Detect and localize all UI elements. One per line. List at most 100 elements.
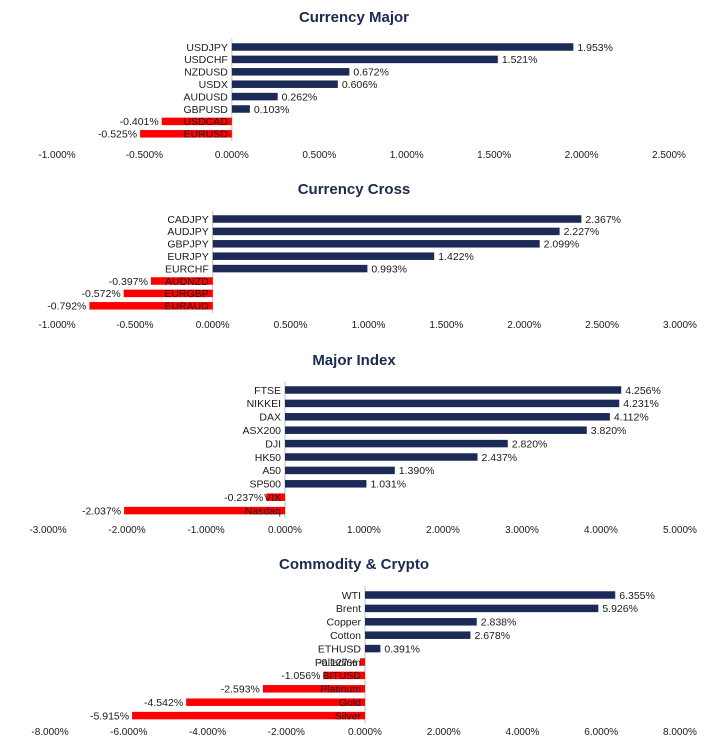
value-label: 6.355% <box>619 590 655 602</box>
category-label: Brent <box>336 603 361 615</box>
value-label: 2.099% <box>544 239 580 251</box>
value-label: -1.056% <box>281 670 320 682</box>
tick-label: 2.000% <box>427 727 461 738</box>
tick-label: 6.000% <box>584 727 618 738</box>
bar <box>285 480 367 488</box>
tick-label: 1.000% <box>352 320 386 331</box>
bar <box>323 671 365 680</box>
bar <box>365 631 471 639</box>
value-label: 3.820% <box>591 425 627 437</box>
bar <box>186 698 365 706</box>
bar <box>285 413 610 421</box>
tick-label: 2.500% <box>652 150 686 161</box>
category-label: DJI <box>265 438 281 450</box>
value-label: -0.401% <box>120 116 159 128</box>
tick-label: -1.000% <box>38 150 75 161</box>
category-label: ASX200 <box>242 425 281 437</box>
category-label: EURCHF <box>165 263 209 275</box>
category-label: USDX <box>199 79 228 91</box>
bar <box>285 399 620 408</box>
bar <box>285 386 622 394</box>
value-label: 1.953% <box>577 42 613 54</box>
value-label: 2.367% <box>585 214 621 226</box>
bar <box>262 685 365 693</box>
category-label: HK50 <box>255 452 281 464</box>
category-label: Gold <box>339 697 361 709</box>
bar <box>231 105 250 113</box>
category-label: FTSE <box>254 385 281 397</box>
bar <box>231 55 498 64</box>
bar <box>365 644 381 653</box>
bar <box>132 711 365 720</box>
category-label: ETHUSD <box>318 643 362 655</box>
tick-label: 4.000% <box>584 525 618 536</box>
category-label: GBPJPY <box>167 239 208 251</box>
value-label: -0.572% <box>82 288 121 300</box>
tick-label: -3.000% <box>29 525 66 536</box>
tick-label: 0.000% <box>196 320 230 331</box>
bar <box>89 302 213 310</box>
bar <box>365 618 477 626</box>
category-label: Platinum <box>320 684 361 696</box>
bar <box>212 227 560 236</box>
tick-label: -2.000% <box>108 525 145 536</box>
category-label: BITUSD <box>322 670 361 682</box>
tick-label: 4.000% <box>506 727 540 738</box>
tick-label: 0.500% <box>274 320 308 331</box>
value-label: 4.112% <box>614 412 649 424</box>
bar <box>285 466 395 475</box>
value-label: -0.397% <box>109 276 148 288</box>
category-label: USDCHF <box>184 54 228 66</box>
tick-label: 2.000% <box>507 320 541 331</box>
bar <box>212 215 582 223</box>
bar <box>212 252 435 260</box>
value-label: -2.037% <box>82 505 121 517</box>
tick-label: -1.000% <box>38 320 75 331</box>
tick-label: -6.000% <box>110 727 147 738</box>
value-label: 2.437% <box>482 452 518 464</box>
value-label: 0.672% <box>353 67 389 79</box>
tick-label: -0.500% <box>116 320 153 331</box>
category-label: Copper <box>327 617 362 629</box>
value-label: -0.127% <box>318 657 357 669</box>
value-label: 2.227% <box>564 226 600 238</box>
category-label: EURGBP <box>164 288 208 300</box>
category-label: DAX <box>259 412 281 424</box>
bar <box>124 506 286 515</box>
tick-label: 2.500% <box>585 320 619 331</box>
tick-label: 1.000% <box>347 525 381 536</box>
value-label: -4.542% <box>144 697 183 709</box>
category-label: EURUSD <box>184 129 229 141</box>
chart-title: Commodity & Crypto <box>279 556 429 573</box>
tick-label: 0.000% <box>215 150 249 161</box>
category-label: EURAUD <box>164 301 209 313</box>
value-label: -0.237% <box>224 492 263 504</box>
bar <box>285 439 508 448</box>
tick-label: 1.500% <box>429 320 463 331</box>
bar <box>285 426 587 434</box>
tick-label: -4.000% <box>189 727 226 738</box>
chart-title: Currency Major <box>299 9 409 26</box>
bar <box>150 277 213 285</box>
tick-label: -8.000% <box>31 727 68 738</box>
value-label: -0.525% <box>98 129 137 141</box>
value-label: -2.593% <box>221 684 260 696</box>
value-label: -5.915% <box>90 710 129 722</box>
tick-label: 2.000% <box>565 150 599 161</box>
bar <box>231 43 574 51</box>
value-label: 2.678% <box>474 630 510 642</box>
category-label: EURJPY <box>167 251 208 263</box>
tick-label: -0.500% <box>126 150 163 161</box>
bar <box>231 80 338 88</box>
tick-label: 3.000% <box>663 320 697 331</box>
value-label: 4.256% <box>625 385 661 397</box>
value-label: 5.926% <box>602 603 638 615</box>
tick-label: 1.000% <box>390 150 424 161</box>
tick-label: 3.000% <box>505 525 539 536</box>
category-label: AUDNZD <box>165 276 209 288</box>
bar <box>231 68 350 76</box>
bar <box>285 453 478 461</box>
tick-label: 1.500% <box>477 150 511 161</box>
category-label: SP500 <box>249 479 281 491</box>
bar <box>212 240 540 248</box>
